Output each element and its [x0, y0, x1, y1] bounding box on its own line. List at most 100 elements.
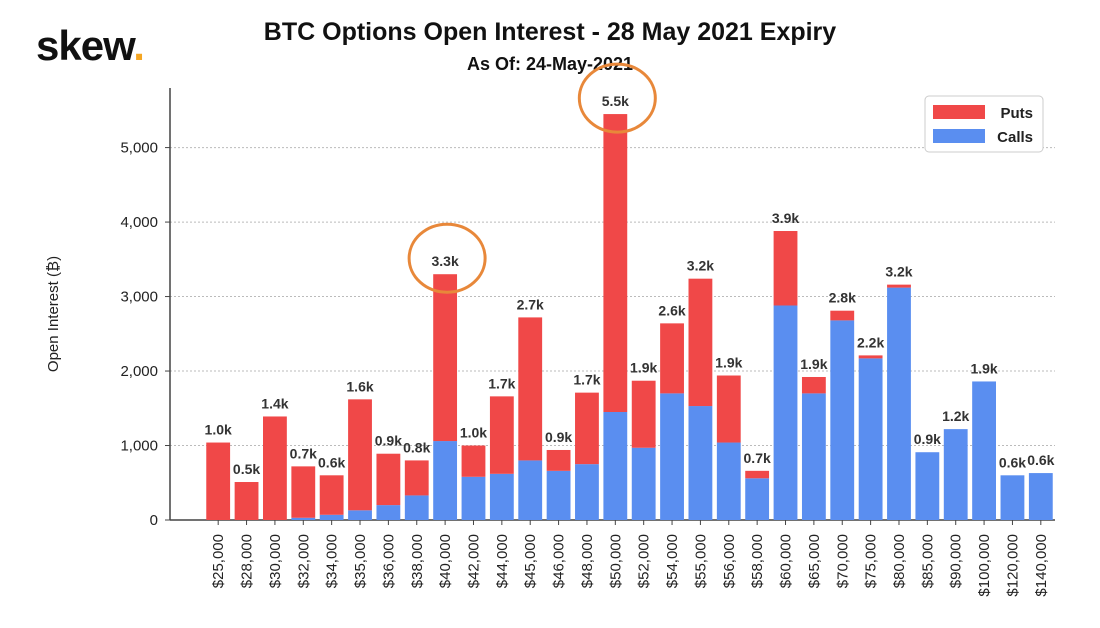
x-tick-label: $40,000: [437, 534, 454, 588]
bar-value-label: 1.9k: [970, 360, 997, 376]
bar-value-label: 3.2k: [885, 264, 912, 280]
puts-bar: [773, 231, 798, 306]
puts-bar: [518, 317, 543, 461]
calls-bar: [348, 510, 372, 520]
bar-value-label: 1.0k: [460, 425, 487, 441]
puts-bar: [575, 392, 599, 465]
puts-bar: [376, 453, 401, 506]
x-tick-label: $52,000: [636, 534, 653, 588]
bar-value-label: 0.5k: [233, 461, 260, 477]
calls-bar: [745, 478, 770, 520]
puts-bar: [263, 416, 287, 520]
puts-bar: [660, 323, 684, 394]
calls-bar: [943, 429, 968, 520]
y-axis-label: Open Interest (₿): [45, 256, 62, 372]
puts-bar: [830, 310, 855, 321]
x-tick-label: $35,000: [352, 534, 369, 588]
x-tick-label: $54,000: [664, 534, 681, 588]
calls-bar: [518, 460, 543, 520]
calls-bar: [660, 393, 684, 520]
calls-bar: [716, 442, 741, 520]
chart-subtitle: As Of: 24-May-2021: [466, 54, 634, 74]
x-tick-label: $65,000: [806, 534, 823, 588]
puts-bar: [206, 442, 231, 520]
y-tick-label: 2,000: [120, 363, 158, 380]
puts-bar: [404, 460, 429, 496]
calls-bar: [319, 514, 344, 520]
x-tick-label: $32,000: [295, 534, 312, 588]
calls-bar: [830, 320, 855, 520]
bar-value-label: 3.9k: [772, 210, 799, 226]
bar-value-label: 0.9k: [375, 433, 402, 449]
legend-label-calls: Calls: [997, 129, 1033, 146]
y-tick-label: 1,000: [120, 438, 158, 455]
bar-value-label: 1.9k: [800, 356, 827, 372]
x-tick-label: $25,000: [210, 534, 227, 588]
bar-value-label: 1.9k: [715, 355, 742, 371]
bar-value-label: 1.7k: [573, 372, 600, 388]
puts-bar: [348, 399, 372, 511]
highlight-circle: [407, 222, 487, 294]
bar-value-label: 1.7k: [488, 375, 515, 391]
puts-bar: [489, 396, 514, 474]
bar-value-label: 5.5k: [602, 93, 629, 109]
calls-bar: [972, 381, 996, 520]
x-tick-label: $85,000: [919, 534, 936, 588]
bar-value-label: 0.7k: [744, 450, 771, 466]
x-tick-label: $60,000: [778, 534, 795, 588]
bar-value-label: 0.8k: [403, 439, 430, 455]
chart-title: BTC Options Open Interest - 28 May 2021 …: [263, 18, 837, 46]
calls-bar: [915, 452, 940, 520]
x-tick-label: $38,000: [409, 534, 426, 588]
puts-bar: [433, 274, 458, 442]
puts-bar: [461, 445, 486, 477]
x-tick-label: $28,000: [239, 534, 256, 588]
x-tick-label: $120,000: [1004, 534, 1021, 597]
x-tick-label: $70,000: [834, 534, 851, 588]
calls-bar: [291, 517, 316, 520]
legend-label-puts: Puts: [1000, 105, 1033, 122]
x-tick-label: $58,000: [749, 534, 766, 588]
bar-value-label: 3.2k: [687, 258, 714, 274]
puts-bar: [745, 470, 770, 479]
bar-value-label: 1.2k: [942, 408, 969, 424]
calls-bar: [575, 464, 599, 520]
y-tick-label: 0: [150, 512, 158, 529]
bar-value-label: 0.7k: [290, 445, 317, 461]
calls-bar: [887, 287, 911, 520]
calls-bar: [1028, 473, 1053, 520]
puts-bar: [716, 375, 741, 443]
x-tick-label: $90,000: [948, 534, 965, 588]
bar-value-label: 1.4k: [261, 395, 288, 411]
y-tick-label: 5,000: [120, 140, 158, 157]
puts-bar: [603, 114, 628, 412]
bar-value-label: 2.7k: [517, 296, 544, 312]
bar-value-label: 0.6k: [318, 454, 345, 470]
puts-bar: [291, 466, 316, 518]
bar-value-label: 3.3k: [431, 253, 458, 269]
calls-bar: [631, 447, 656, 520]
bar-value-label: 1.9k: [630, 360, 657, 376]
bar-value-label: 1.0k: [205, 422, 232, 438]
x-tick-label: $50,000: [607, 534, 624, 588]
calls-bar: [1000, 475, 1025, 520]
bar-value-label: 0.9k: [914, 431, 941, 447]
x-tick-label: $140,000: [1033, 534, 1050, 597]
bar-value-label: 2.2k: [857, 334, 884, 350]
x-tick-label: $44,000: [494, 534, 511, 588]
x-tick-label: $45,000: [522, 534, 539, 588]
puts-bar: [801, 376, 826, 394]
x-tick-label: $46,000: [551, 534, 568, 588]
puts-bar: [546, 449, 571, 471]
calls-bar: [376, 505, 401, 520]
x-tick-label: $80,000: [891, 534, 908, 588]
x-tick-label: $55,000: [692, 534, 709, 588]
x-tick-label: $42,000: [465, 534, 482, 588]
calls-bar: [433, 441, 458, 520]
calls-bar: [773, 305, 798, 520]
puts-bar: [887, 284, 911, 288]
bar-value-label: 0.6k: [1027, 452, 1054, 468]
puts-bar: [631, 380, 656, 448]
highlight-circle: [577, 62, 657, 134]
